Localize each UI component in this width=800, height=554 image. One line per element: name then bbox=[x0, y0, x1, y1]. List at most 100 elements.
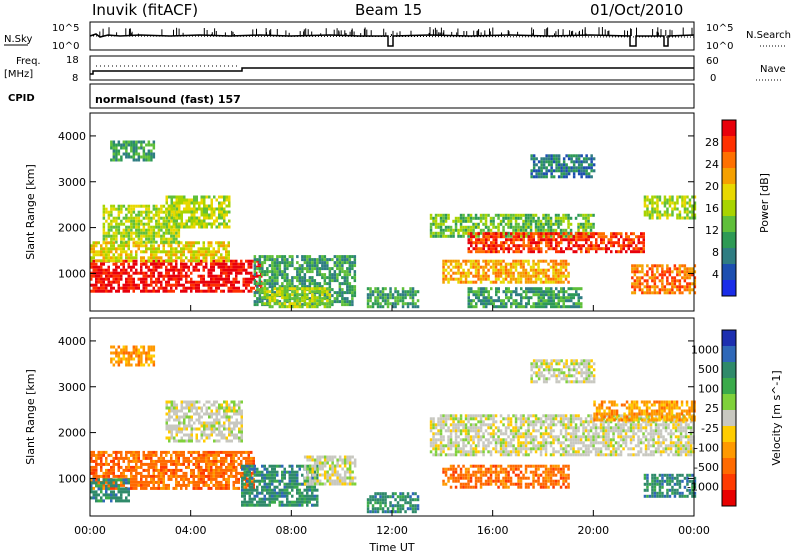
power-echo-cell bbox=[482, 235, 485, 239]
power-echo-cell bbox=[142, 277, 145, 281]
power-echo-cell bbox=[532, 271, 535, 275]
power-echo-cell bbox=[198, 219, 201, 223]
nave-tick-top: 60 bbox=[706, 56, 719, 67]
power-echo-cell bbox=[112, 277, 115, 281]
power-echo-cell bbox=[429, 231, 433, 235]
power-echo-cell bbox=[579, 222, 583, 226]
power-echo-cell bbox=[653, 285, 657, 289]
power-echo-cell bbox=[559, 280, 563, 284]
power-echo-cell bbox=[227, 280, 230, 284]
velocity-echo-cell bbox=[92, 490, 95, 494]
power-echo-cell bbox=[633, 264, 637, 268]
power-echo-cell bbox=[112, 274, 115, 278]
power-echo-cell bbox=[308, 258, 312, 262]
power-echo-cell bbox=[165, 274, 168, 278]
velocity-echo-cell bbox=[227, 465, 230, 469]
power-echo-cell bbox=[117, 280, 120, 284]
power-echo-cell bbox=[484, 274, 488, 278]
power-echo-cell bbox=[630, 232, 633, 236]
power-echo-cell bbox=[535, 232, 538, 236]
power-echo-cell bbox=[467, 296, 470, 300]
power-echo-cell bbox=[587, 157, 591, 161]
velocity-echo-cell bbox=[188, 406, 191, 410]
power-echo-cell bbox=[130, 219, 133, 223]
power-echo-cell bbox=[557, 175, 561, 179]
power-echo-cell bbox=[263, 255, 267, 259]
power-echo-cell bbox=[281, 261, 284, 265]
power-echo-cell bbox=[192, 259, 195, 263]
power-echo-cell bbox=[122, 262, 125, 266]
power-echo-cell bbox=[165, 283, 168, 287]
power-echo-cell bbox=[127, 219, 131, 223]
power-echo-cell bbox=[592, 157, 596, 161]
power-echo-cell bbox=[147, 155, 151, 159]
power-echo-cell bbox=[544, 271, 548, 275]
velocity-echo-cell bbox=[135, 462, 138, 466]
power-echo-cell bbox=[507, 280, 510, 284]
velocity-echo-cell bbox=[165, 450, 168, 454]
velocity-echo-cell bbox=[120, 450, 123, 454]
velocity-echo-cell bbox=[188, 433, 191, 437]
power-echo-cell bbox=[343, 270, 347, 274]
power-echo-cell bbox=[145, 155, 148, 159]
power-echo-cell bbox=[353, 279, 357, 283]
velocity-echo-cell bbox=[168, 430, 171, 434]
power-echo-cell bbox=[683, 276, 687, 280]
power-echo-cell bbox=[271, 258, 274, 262]
power-echo-cell bbox=[514, 222, 518, 226]
velocity-echo-cell bbox=[97, 493, 100, 497]
velocity-echo-cell bbox=[170, 471, 173, 475]
power-echo-cell bbox=[260, 274, 263, 278]
power-echo-cell bbox=[484, 265, 488, 269]
velocity-echo-cell bbox=[90, 496, 93, 500]
power-echo-cell bbox=[281, 285, 284, 289]
velocity-echo-cell bbox=[165, 436, 168, 440]
power-echo-cell bbox=[215, 250, 218, 254]
power-echo-cell bbox=[439, 231, 443, 235]
power-echo-cell bbox=[172, 271, 175, 275]
power-echo-cell bbox=[162, 237, 166, 241]
power-echo-cell bbox=[333, 261, 337, 265]
power-echo-cell bbox=[170, 274, 173, 278]
power-echo-cell bbox=[520, 305, 523, 309]
power-echo-cell bbox=[399, 299, 402, 303]
power-echo-cell bbox=[160, 250, 163, 254]
power-echo-cell bbox=[610, 244, 613, 248]
power-echo-cell bbox=[296, 267, 299, 271]
power-echo-cell bbox=[112, 234, 116, 238]
power-echo-cell bbox=[208, 207, 211, 211]
velocity-echo-cell bbox=[178, 430, 181, 434]
power-echo-cell bbox=[242, 262, 245, 266]
power-echo-cell bbox=[170, 204, 173, 208]
power-echo-cell bbox=[170, 259, 173, 263]
power-echo-cell bbox=[512, 274, 515, 278]
velocity-echo-cell bbox=[200, 471, 203, 475]
velocity-echo-cell bbox=[177, 456, 180, 460]
power-echo-cell bbox=[549, 280, 553, 284]
velocity-echo-cell bbox=[172, 486, 175, 490]
power-echo-cell bbox=[205, 289, 208, 293]
power-echo-cell bbox=[462, 274, 465, 278]
power-echo-cell bbox=[475, 244, 478, 248]
velocity-echo-cell bbox=[232, 483, 235, 487]
velocity-echo-cell bbox=[150, 477, 153, 481]
velocity-echo-cell bbox=[185, 400, 188, 404]
power-echo-cell bbox=[215, 219, 218, 223]
power-echo-cell bbox=[656, 201, 659, 205]
power-echo-cell bbox=[686, 273, 689, 277]
velocity-echo-cell bbox=[180, 468, 183, 472]
power-echo-cell bbox=[572, 302, 575, 306]
power-echo-cell bbox=[444, 259, 448, 263]
power-echo-cell bbox=[291, 258, 294, 262]
power-echo-cell bbox=[409, 296, 412, 300]
power-echo-cell bbox=[200, 219, 203, 223]
power-echo-cell bbox=[482, 287, 485, 291]
power-echo-cell bbox=[537, 290, 540, 294]
power-echo-cell bbox=[620, 244, 623, 248]
power-echo-cell bbox=[273, 276, 277, 280]
power-echo-cell bbox=[467, 225, 470, 229]
power-echo-cell bbox=[671, 285, 674, 289]
power-echo-cell bbox=[127, 271, 130, 275]
power-echo-cell bbox=[557, 302, 560, 306]
power-ytick-label: 1000 bbox=[58, 267, 86, 280]
